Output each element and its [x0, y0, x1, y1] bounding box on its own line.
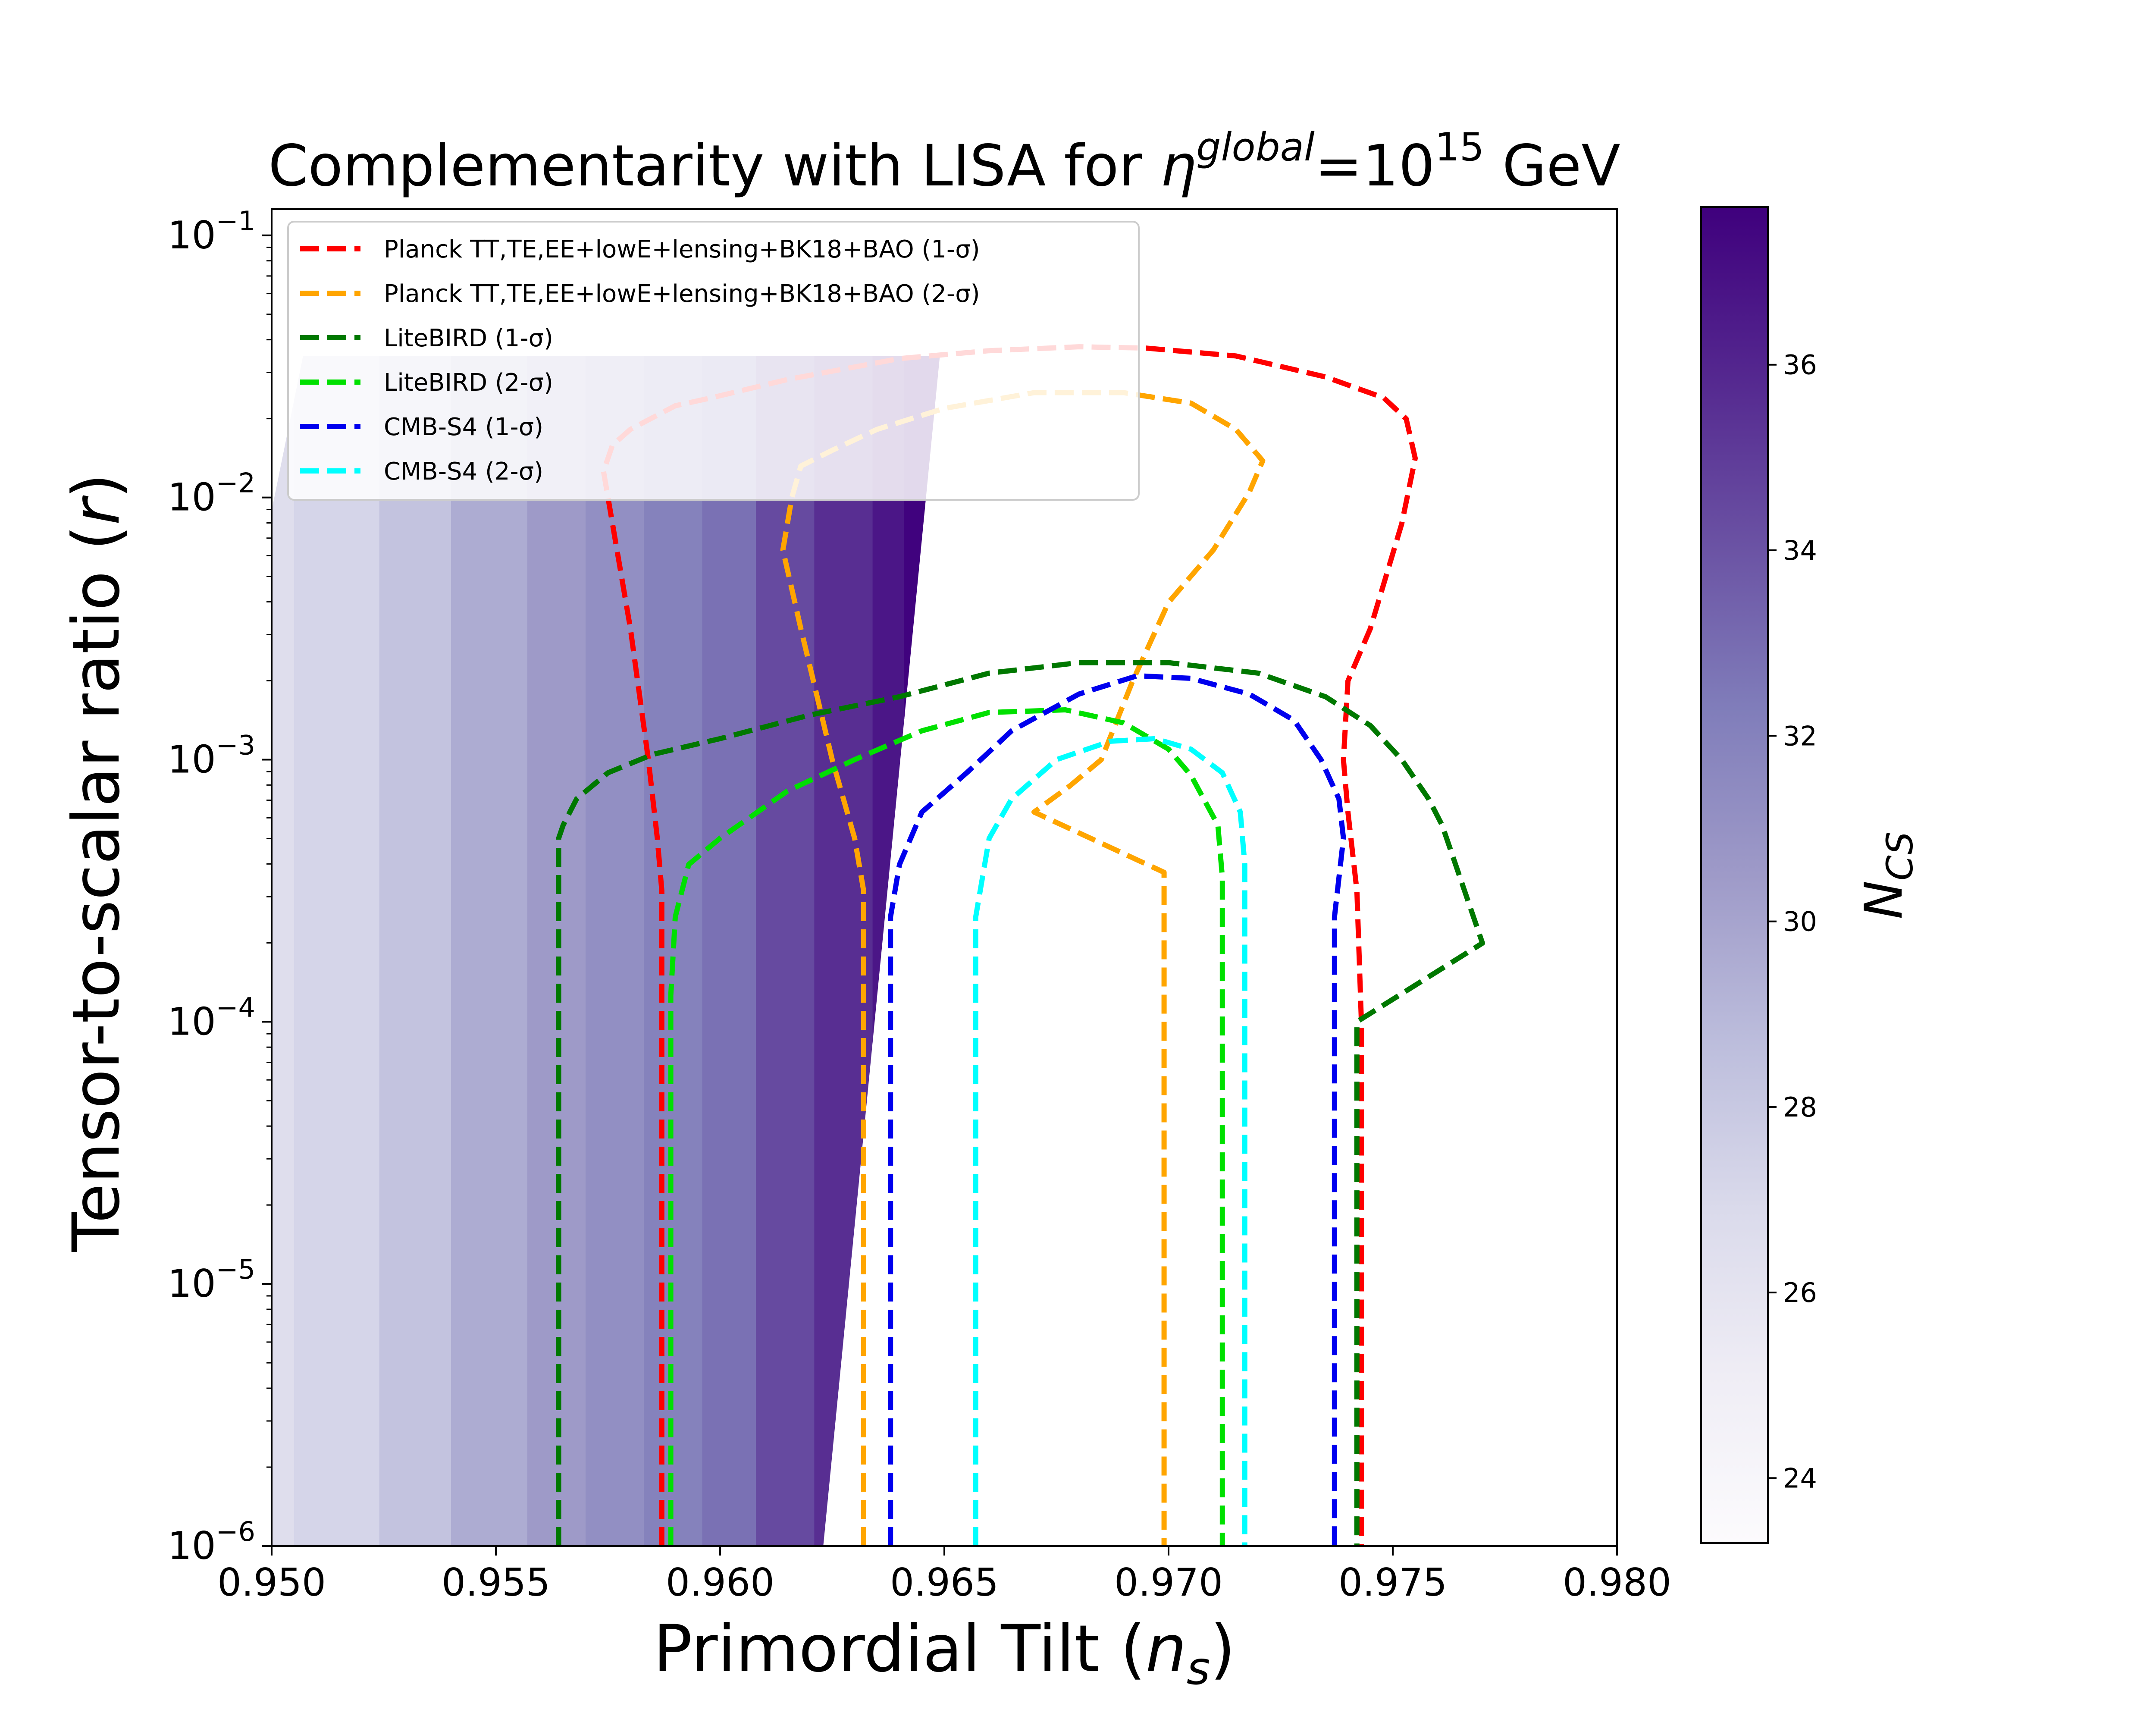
x-axis: 0.950 0.955 0.960 0.965 0.970 0.975 0.980	[217, 1546, 1671, 1605]
colorbar-tick-label-5: 34	[1783, 535, 1817, 566]
x-tick-label-3: 0.965	[890, 1560, 999, 1605]
legend-label-2: LiteBIRD (1-σ)	[384, 324, 553, 352]
region-band-1	[294, 356, 380, 1546]
x-axis-label: Primordial Tilt (ns)	[653, 1612, 1235, 1695]
y-tick-label-5: 10−1	[168, 205, 255, 257]
plot-frame	[271, 208, 1618, 1547]
y-tick-label-3: 10−3	[168, 729, 255, 781]
colorbar-gradient	[1701, 207, 1768, 1543]
colorbar-tick-label-1: 26	[1783, 1277, 1817, 1308]
region-band-5	[586, 356, 645, 1546]
colorbar: 24 26 28 30 32 34 36 NCS	[1700, 206, 1921, 1544]
x-tick-label-4: 0.970	[1114, 1560, 1223, 1605]
x-tick-label-5: 0.975	[1338, 1560, 1447, 1605]
y-tick-label-0: 10−6	[168, 1516, 255, 1568]
colorbar-tick-label-0: 24	[1783, 1462, 1817, 1494]
contour-series-3	[668, 707, 1225, 1546]
contour-series-2	[556, 660, 1485, 1546]
legend-label-1: Planck TT,TE,EE+lowE+lensing+BK18+BAO (2…	[384, 280, 980, 308]
contour-series-4	[888, 673, 1346, 1546]
contour-series-5	[973, 736, 1247, 1546]
x-tick-label-2: 0.960	[666, 1560, 774, 1605]
colorbar-tick-label-2: 28	[1783, 1091, 1817, 1123]
y-tick-label-4: 10−2	[168, 467, 255, 520]
chart-title: Complementarity with LISA for ηglobal=10…	[268, 125, 1620, 199]
legend-box	[287, 221, 1140, 501]
colorbar-tick-label-3: 30	[1783, 906, 1817, 938]
region-band-7	[702, 356, 757, 1546]
colorbar-frame	[1700, 206, 1769, 1544]
y-axis: 10−6 10−5 10−4 10−3 10−2 10−1	[168, 205, 272, 1568]
legend-label-4: CMB-S4 (1-σ)	[384, 413, 543, 441]
x-tick-label-0: 0.950	[217, 1560, 326, 1605]
region-band-0	[272, 356, 295, 1546]
y-axis-label: Tensor-to-scalar ratio (r)	[59, 474, 134, 1252]
colorbar-tick-label-4: 32	[1783, 720, 1817, 752]
colorbar-label: NCS	[1854, 831, 1921, 919]
legend-label-5: CMB-S4 (2-σ)	[384, 458, 543, 486]
colorbar-tick-label-6: 36	[1783, 349, 1817, 381]
y-tick-label-1: 10−5	[168, 1254, 255, 1306]
legend-label-0: Planck TT,TE,EE+lowE+lensing+BK18+BAO (1…	[384, 235, 980, 263]
x-tick-label-1: 0.955	[442, 1560, 550, 1605]
legend: Planck TT,TE,EE+lowE+lensing+BK18+BAO (1…	[287, 221, 1140, 501]
legend-label-3: LiteBIRD (2-σ)	[384, 369, 553, 397]
region-band-8	[756, 356, 815, 1546]
region-band-3	[451, 356, 528, 1546]
x-tick-label-6: 0.980	[1563, 1560, 1671, 1605]
region-band-2	[379, 356, 452, 1546]
y-tick-label-2: 10−4	[168, 991, 255, 1044]
